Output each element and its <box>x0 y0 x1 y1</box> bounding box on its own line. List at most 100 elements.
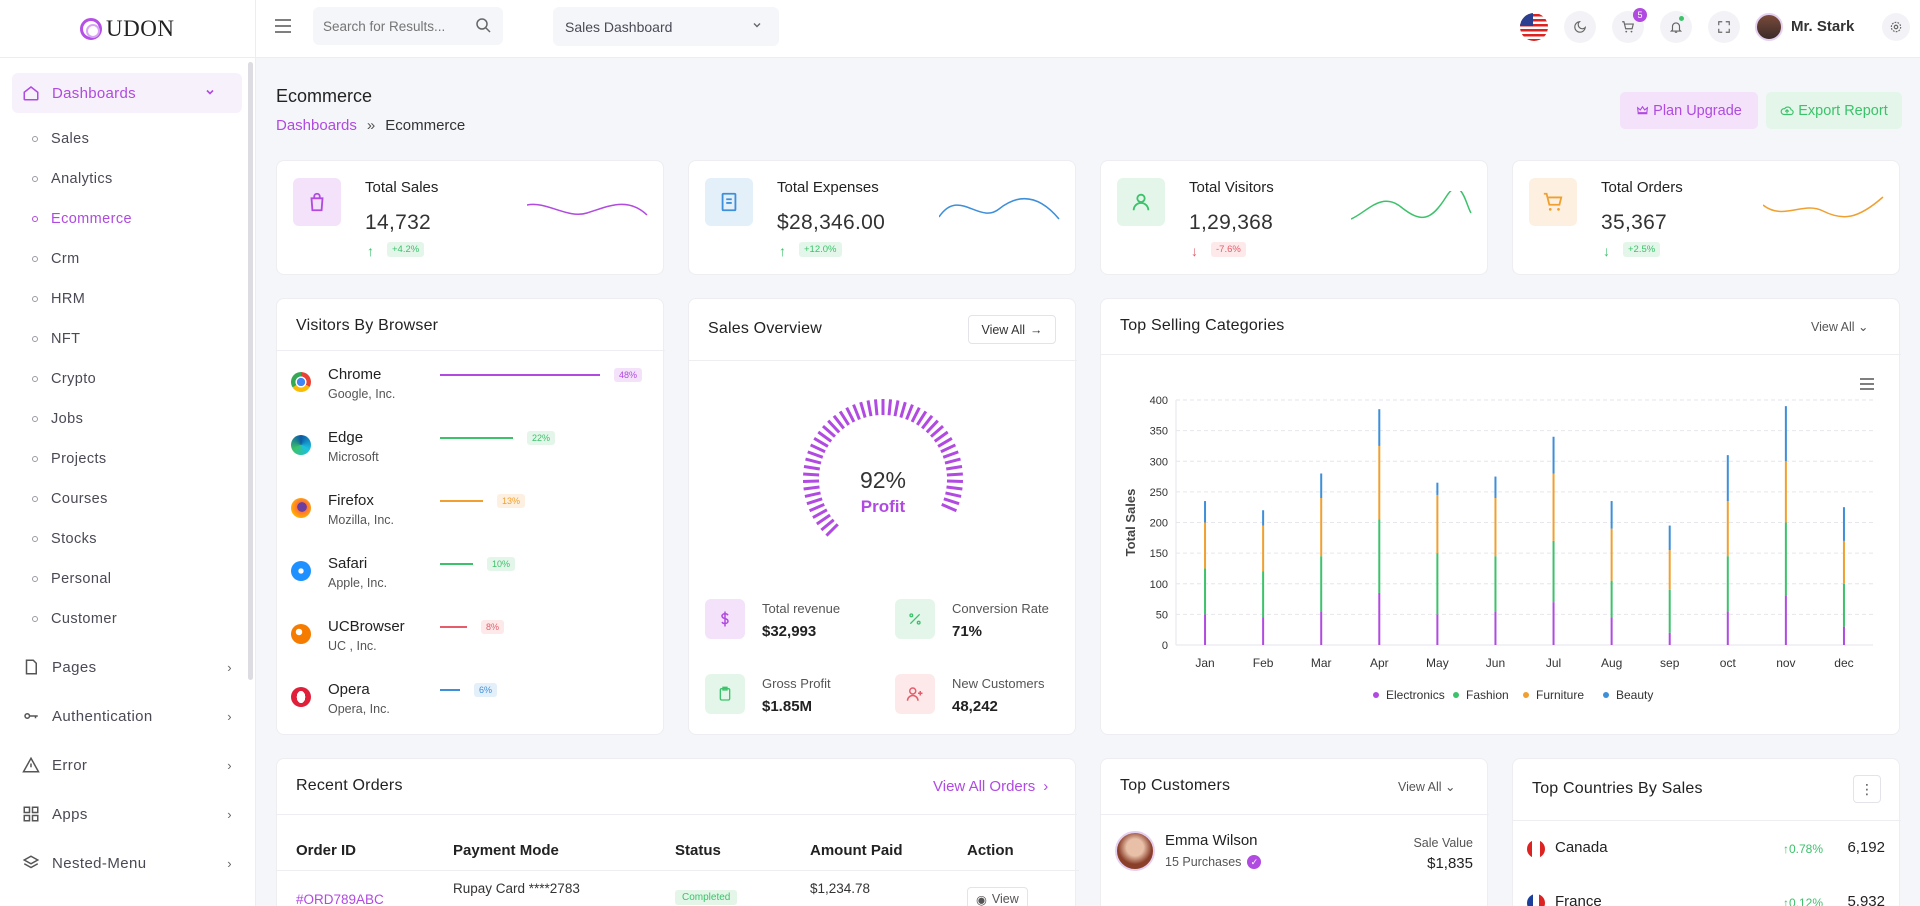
view-all-dropdown[interactable]: View All ⌄ <box>1811 319 1869 334</box>
notifications-button[interactable] <box>1660 11 1692 43</box>
sidebar-item-crypto[interactable]: Crypto <box>32 371 96 387</box>
browser-company: Google, Inc. <box>328 387 396 401</box>
sidebar-item-analytics[interactable]: Analytics <box>32 171 113 187</box>
cart-button[interactable]: 5 <box>1612 8 1647 43</box>
stat-value: 14,732 <box>365 211 432 234</box>
legend-label[interactable]: Beauty <box>1616 688 1653 702</box>
sidebar-item-jobs[interactable]: Jobs <box>32 411 83 427</box>
language-flag-button[interactable] <box>1518 11 1550 43</box>
legend-label[interactable]: Furniture <box>1536 688 1584 702</box>
sidebar-group-label: Error <box>52 756 88 774</box>
sparkline <box>1763 196 1884 218</box>
gauge-tick <box>937 436 953 448</box>
sidebar-item-customer[interactable]: Customer <box>32 611 117 627</box>
view-all-button[interactable]: View All → <box>968 315 1056 344</box>
bar-segment-electronics <box>1378 592 1381 645</box>
bar-segment-fashion <box>1262 571 1265 618</box>
sidebar-group-nested-menu[interactable]: Nested-Menu › <box>22 854 232 872</box>
browser-company: Mozilla, Inc. <box>328 513 394 527</box>
x-tick-label: Aug <box>1601 656 1622 670</box>
safari-icon <box>291 561 311 581</box>
settings-button[interactable] <box>1882 13 1910 41</box>
gauge-tick <box>859 401 867 418</box>
gauge-tick <box>809 443 826 454</box>
stat-icon-box <box>705 178 753 226</box>
customer-purchases: 15 Purchases <box>1165 855 1242 869</box>
bullet-icon <box>32 616 38 622</box>
column-header: Payment Mode <box>453 842 559 859</box>
breadcrumb-link[interactable]: Dashboards <box>276 117 357 134</box>
verified-icon: ✓ <box>1247 855 1262 869</box>
sidebar-item-stocks[interactable]: Stocks <box>32 531 97 547</box>
app-logo[interactable]: UDON <box>0 0 255 58</box>
revenue-icon-box <box>705 599 745 639</box>
browser-share-badge: 13% <box>497 494 526 508</box>
sidebar-item-dashboards[interactable]: Dashboards <box>12 73 242 113</box>
bullet-icon <box>32 336 38 342</box>
browser-share-bar <box>440 437 513 439</box>
view-order-button[interactable]: ◉ View <box>967 887 1028 906</box>
bar-segment-beauty <box>1784 406 1787 462</box>
stat-label: Total Orders <box>1601 179 1683 196</box>
sidebar-item-hrm[interactable]: HRM <box>32 291 85 307</box>
y-tick-label: 200 <box>1150 518 1168 530</box>
sidebar-group-apps[interactable]: Apps › <box>22 805 232 823</box>
dashboard-select[interactable]: Sales Dashboard <box>553 7 779 46</box>
card-title: Visitors By Browser <box>296 317 439 334</box>
user-name[interactable]: Mr. Stark <box>1791 18 1855 35</box>
gauge-tick <box>827 419 841 434</box>
plan-upgrade-button[interactable]: Plan Upgrade <box>1620 92 1758 129</box>
gauge-tick <box>804 491 821 498</box>
sidebar-item-personal[interactable]: Personal <box>32 571 111 587</box>
edge-icon <box>291 435 311 455</box>
canada-flag-icon <box>1527 840 1545 858</box>
search-input[interactable] <box>323 18 463 34</box>
visitors-by-browser-card: Visitors By Browser Chrome Google, Inc. 48… <box>276 298 665 735</box>
sidebar-group-error[interactable]: Error › <box>22 756 232 774</box>
browser-name: Safari <box>328 555 368 572</box>
user-avatar[interactable] <box>1755 13 1783 41</box>
gauge-tick <box>946 472 963 477</box>
view-all-dropdown[interactable]: View All ⌄ <box>1398 779 1456 794</box>
clipboard-icon <box>719 686 731 701</box>
sidebar-item-label: HRM <box>51 291 86 307</box>
gauge-tick <box>803 485 820 491</box>
fullscreen-button[interactable] <box>1708 11 1740 43</box>
bar-segment-fashion <box>1436 553 1439 615</box>
menu-toggle-icon[interactable] <box>274 18 292 34</box>
legend-label[interactable]: Fashion <box>1466 688 1509 702</box>
view-all-orders-link[interactable]: View All Orders › <box>933 778 1048 795</box>
sidebar-item-nft[interactable]: NFT <box>32 331 80 347</box>
browser-share-bar <box>440 500 483 502</box>
chart-menu-icon[interactable] <box>1859 377 1875 391</box>
order-id-link[interactable]: #ORD789ABC <box>296 892 384 906</box>
sidebar-item-projects[interactable]: Projects <box>32 451 107 467</box>
legend-label[interactable]: Electronics <box>1386 688 1445 702</box>
bullet-icon <box>32 216 38 222</box>
chevron-right-icon: › <box>1043 778 1049 795</box>
profit-gauge <box>802 399 964 537</box>
payment-mode: Rupay Card ****2783 <box>453 881 580 896</box>
sidebar-scrollbar[interactable] <box>248 62 253 680</box>
user-icon <box>1132 193 1150 211</box>
gauge-value: 92% <box>859 467 907 493</box>
more-options-icon[interactable]: ⋮ <box>1853 775 1881 803</box>
card-title: Sales Overview <box>708 320 822 337</box>
sidebar-item-label: Stocks <box>51 531 97 547</box>
theme-toggle-button[interactable] <box>1564 11 1596 43</box>
sidebar-item-sales[interactable]: Sales <box>32 131 89 147</box>
sidebar-group-authentication[interactable]: Authentication › <box>22 707 232 725</box>
sidebar-item-ecommerce[interactable]: Ecommerce <box>32 211 132 227</box>
export-report-button[interactable]: Export Report <box>1766 92 1902 129</box>
bar-segment-beauty <box>1668 525 1671 551</box>
sidebar-item-courses[interactable]: Courses <box>32 491 108 507</box>
bar-segment-fashion <box>1378 519 1381 593</box>
sidebar-group-pages[interactable]: Pages › <box>22 658 232 676</box>
conversion-icon-box <box>895 599 935 639</box>
customer-name[interactable]: Emma Wilson <box>1165 832 1258 849</box>
sidebar-item-crm[interactable]: Crm <box>32 251 80 267</box>
card-title: Recent Orders <box>296 777 403 794</box>
search-icon[interactable] <box>475 17 491 33</box>
metric-label: Conversion Rate <box>952 601 1049 616</box>
divider <box>1101 354 1901 355</box>
